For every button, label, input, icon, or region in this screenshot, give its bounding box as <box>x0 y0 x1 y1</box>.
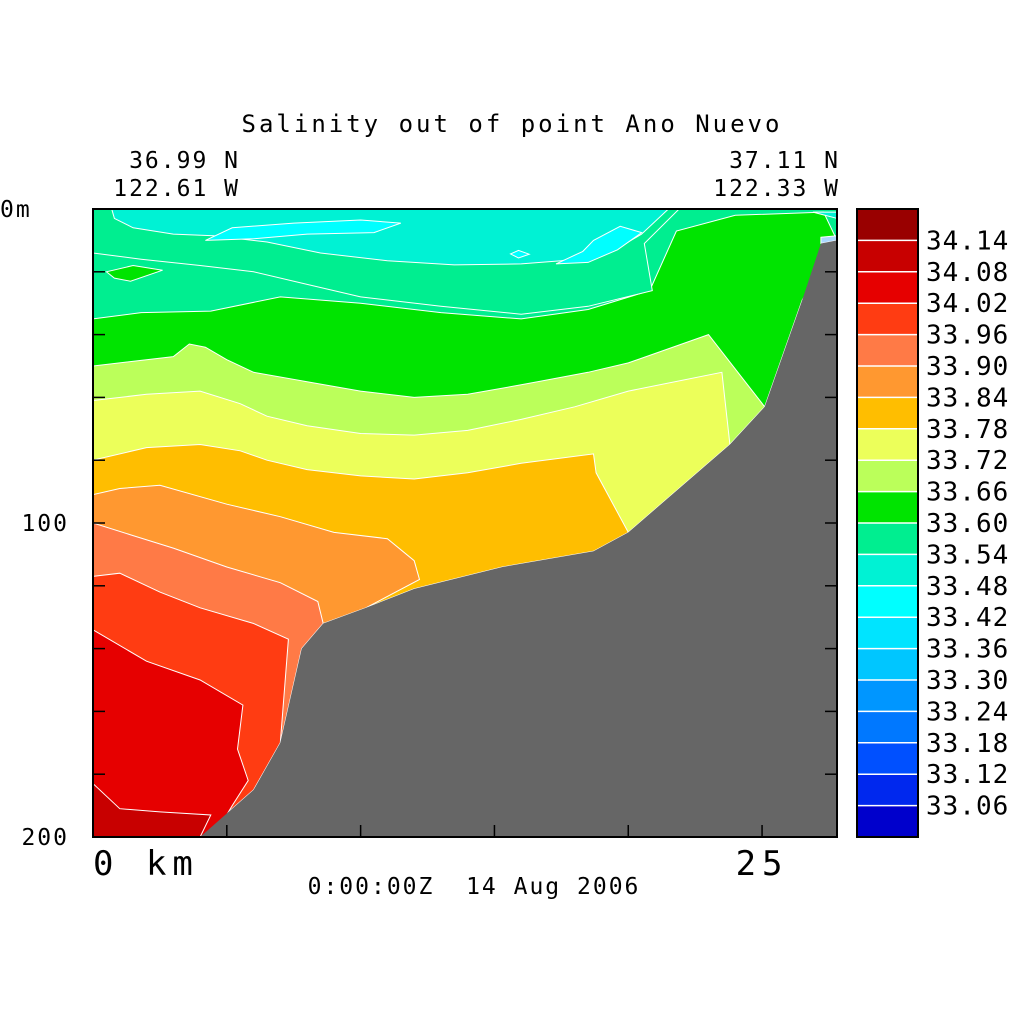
colorbar-label: 33.90 <box>926 352 1009 382</box>
timestamp-label: 0:00:00Z 14 Aug 2006 <box>307 874 641 900</box>
colorbar-frame <box>856 208 919 838</box>
contour-region-33-42-13 <box>555 225 643 265</box>
colorbar-swatch <box>857 303 918 336</box>
contour-region-33-48-15 <box>812 211 837 219</box>
colorbar-label: 33.54 <box>926 540 1009 570</box>
colorbar-swatch <box>857 334 918 367</box>
colorbar-label: 33.06 <box>926 792 1009 822</box>
colorbar-label: 33.42 <box>926 603 1009 633</box>
colorbar-swatch <box>857 680 918 712</box>
colorbar-label: 33.48 <box>926 572 1009 602</box>
colorbar-label: 33.84 <box>926 383 1009 413</box>
right-longitude-label: 122.33 W <box>713 176 840 202</box>
colorbar-swatch <box>857 523 918 555</box>
colorbar-label: 33.12 <box>926 760 1009 790</box>
colorbar-swatch <box>857 209 918 241</box>
contour-region-34-08-10 <box>93 782 212 837</box>
colorbar-swatch <box>857 742 918 775</box>
colorbar-label: 33.78 <box>926 415 1009 445</box>
contour-fill-layer <box>93 209 837 837</box>
y-tick-label: 100 <box>21 511 69 537</box>
colorbar-swatch <box>857 648 918 681</box>
colorbar-swatch <box>857 240 918 273</box>
colorbar-label: 33.18 <box>926 729 1009 759</box>
contour-region-33-60-11 <box>105 264 163 282</box>
colorbar-swatch <box>857 491 918 524</box>
colorbar-label: 33.60 <box>926 509 1009 539</box>
chart-title: Salinity out of point Ano Nuevo <box>241 110 783 138</box>
colorbar-label: 33.72 <box>926 446 1009 476</box>
colorbar-label: 33.36 <box>926 635 1009 665</box>
x-tick-label: 25 <box>736 844 789 884</box>
seafloor-land-mask <box>200 240 838 837</box>
colorbar-label: 33.30 <box>926 666 1009 696</box>
left-longitude-label: 122.61 W <box>113 176 240 202</box>
contour-region-33-42-12 <box>205 219 401 241</box>
colorbar-label: 34.14 <box>926 226 1009 256</box>
colorbar-swatch <box>857 617 918 650</box>
axis-tick-labels: 0m 100 200 0 km 25 <box>0 197 789 884</box>
axis-ticks <box>93 271 837 837</box>
colorbar-swatch <box>857 774 918 807</box>
colorbar-swatch <box>857 366 918 398</box>
contour-region-33-42-14 <box>509 249 531 259</box>
colorbar-swatch <box>857 585 918 618</box>
colorbar-label: 33.66 <box>926 478 1009 508</box>
right-latitude-label: 37.11 N <box>729 148 840 174</box>
colorbar-label: 34.08 <box>926 258 1009 288</box>
contour-region-33-36-16 <box>820 235 837 245</box>
colorbar-swatch <box>857 271 918 304</box>
colorbar: 34.1434.0834.0233.9633.9033.8433.7833.72… <box>856 208 1009 838</box>
colorbar-swatch <box>857 460 918 493</box>
colorbar-swatch <box>857 397 918 430</box>
colorbar-label: 33.24 <box>926 697 1009 727</box>
colorbar-swatch <box>857 711 918 744</box>
y-tick-label: 200 <box>21 825 69 851</box>
colorbar-label: 33.96 <box>926 321 1009 351</box>
contour-region-34-02-9 <box>93 629 249 837</box>
x-tick-label: 0 km <box>93 844 199 884</box>
left-latitude-label: 36.99 N <box>129 148 240 174</box>
colorbar-swatch <box>857 805 918 838</box>
y-tick-label: 0m <box>0 197 32 223</box>
colorbar-swatch <box>857 428 918 461</box>
colorbar-swatch <box>857 554 918 587</box>
colorbar-label: 34.02 <box>926 289 1009 319</box>
